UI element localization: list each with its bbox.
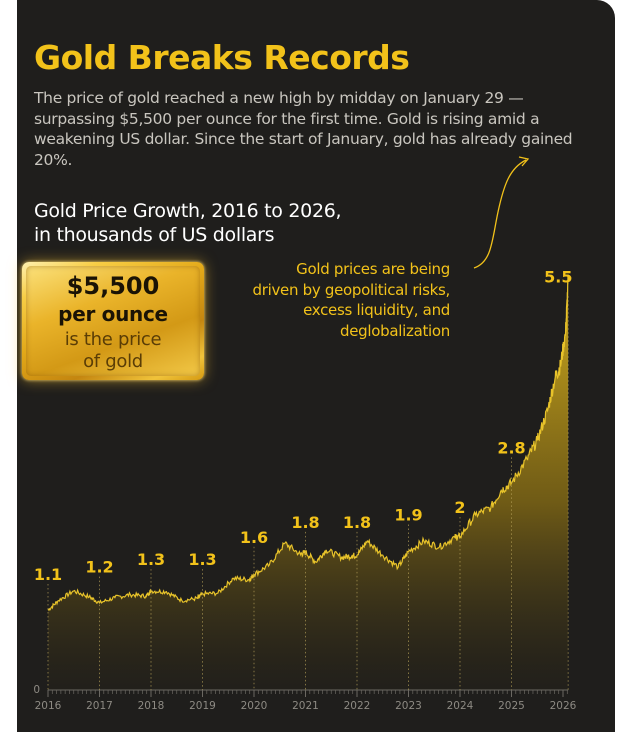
x-tick-label-2020: 2020 <box>241 700 268 712</box>
data-label: 1.8 <box>343 513 371 532</box>
series-line <box>47 274 569 612</box>
price-plaque-inner: $5,500 per ounce is the price of gold <box>26 266 200 376</box>
annotation-arrow <box>473 159 527 269</box>
annotation-line-4: deglobalization <box>340 321 450 340</box>
data-label: 1.9 <box>394 505 422 524</box>
plaque-price: $5,500 <box>66 272 160 300</box>
annotation-line-3: excess liquidity, and <box>303 301 450 319</box>
plaque-unit: per ounce <box>58 302 168 326</box>
data-label: 2.8 <box>497 438 525 457</box>
chart-subtitle: Gold Price Growth, 2016 to 2026, in thou… <box>34 199 454 247</box>
x-tick-label-2021: 2021 <box>292 700 319 712</box>
price-plaque: $5,500 per ounce is the price of gold <box>22 262 204 380</box>
data-label: 1.1 <box>34 565 62 584</box>
data-label: 1.3 <box>137 550 165 569</box>
x-tick-label-2024: 2024 <box>447 700 474 712</box>
x-tick-label-2023: 2023 <box>395 700 422 712</box>
data-label: 1.6 <box>240 528 268 547</box>
y-zero-label: 0 <box>33 684 40 696</box>
data-label: 1.2 <box>85 558 113 577</box>
data-label: 1.8 <box>291 513 319 532</box>
description: The price of gold reached a new high by … <box>34 89 573 169</box>
plaque-line-2: of gold <box>83 351 143 372</box>
x-tick-label-2022: 2022 <box>344 700 371 712</box>
x-tick-label-2019: 2019 <box>189 700 216 712</box>
data-label: 2 <box>454 498 465 517</box>
data-label-peak: 5.5 <box>544 267 572 286</box>
annotation-line-2: driven by geopolitical risks, <box>252 280 450 299</box>
annotation-line-1: Gold prices are being <box>296 260 450 278</box>
series-area <box>48 274 569 690</box>
x-tick-label-2017: 2017 <box>86 700 113 712</box>
data-label: 1.3 <box>188 550 216 569</box>
plaque-line-1: is the price <box>64 329 162 350</box>
annotation-arrowhead <box>518 156 530 167</box>
x-tick-label-2016: 2016 <box>35 700 62 712</box>
page-title: Gold Breaks Records <box>34 38 410 77</box>
x-tick-label-2018: 2018 <box>138 700 165 712</box>
chart-subtitle-line-2: in thousands of US dollars <box>34 224 275 246</box>
x-tick-label-2026: 2026 <box>550 700 577 712</box>
chart-subtitle-line-1: Gold Price Growth, 2016 to 2026, <box>34 200 342 222</box>
annotation-text: Gold prices are being driven by geopolit… <box>220 259 450 341</box>
x-tick-label-2025: 2025 <box>498 700 525 712</box>
